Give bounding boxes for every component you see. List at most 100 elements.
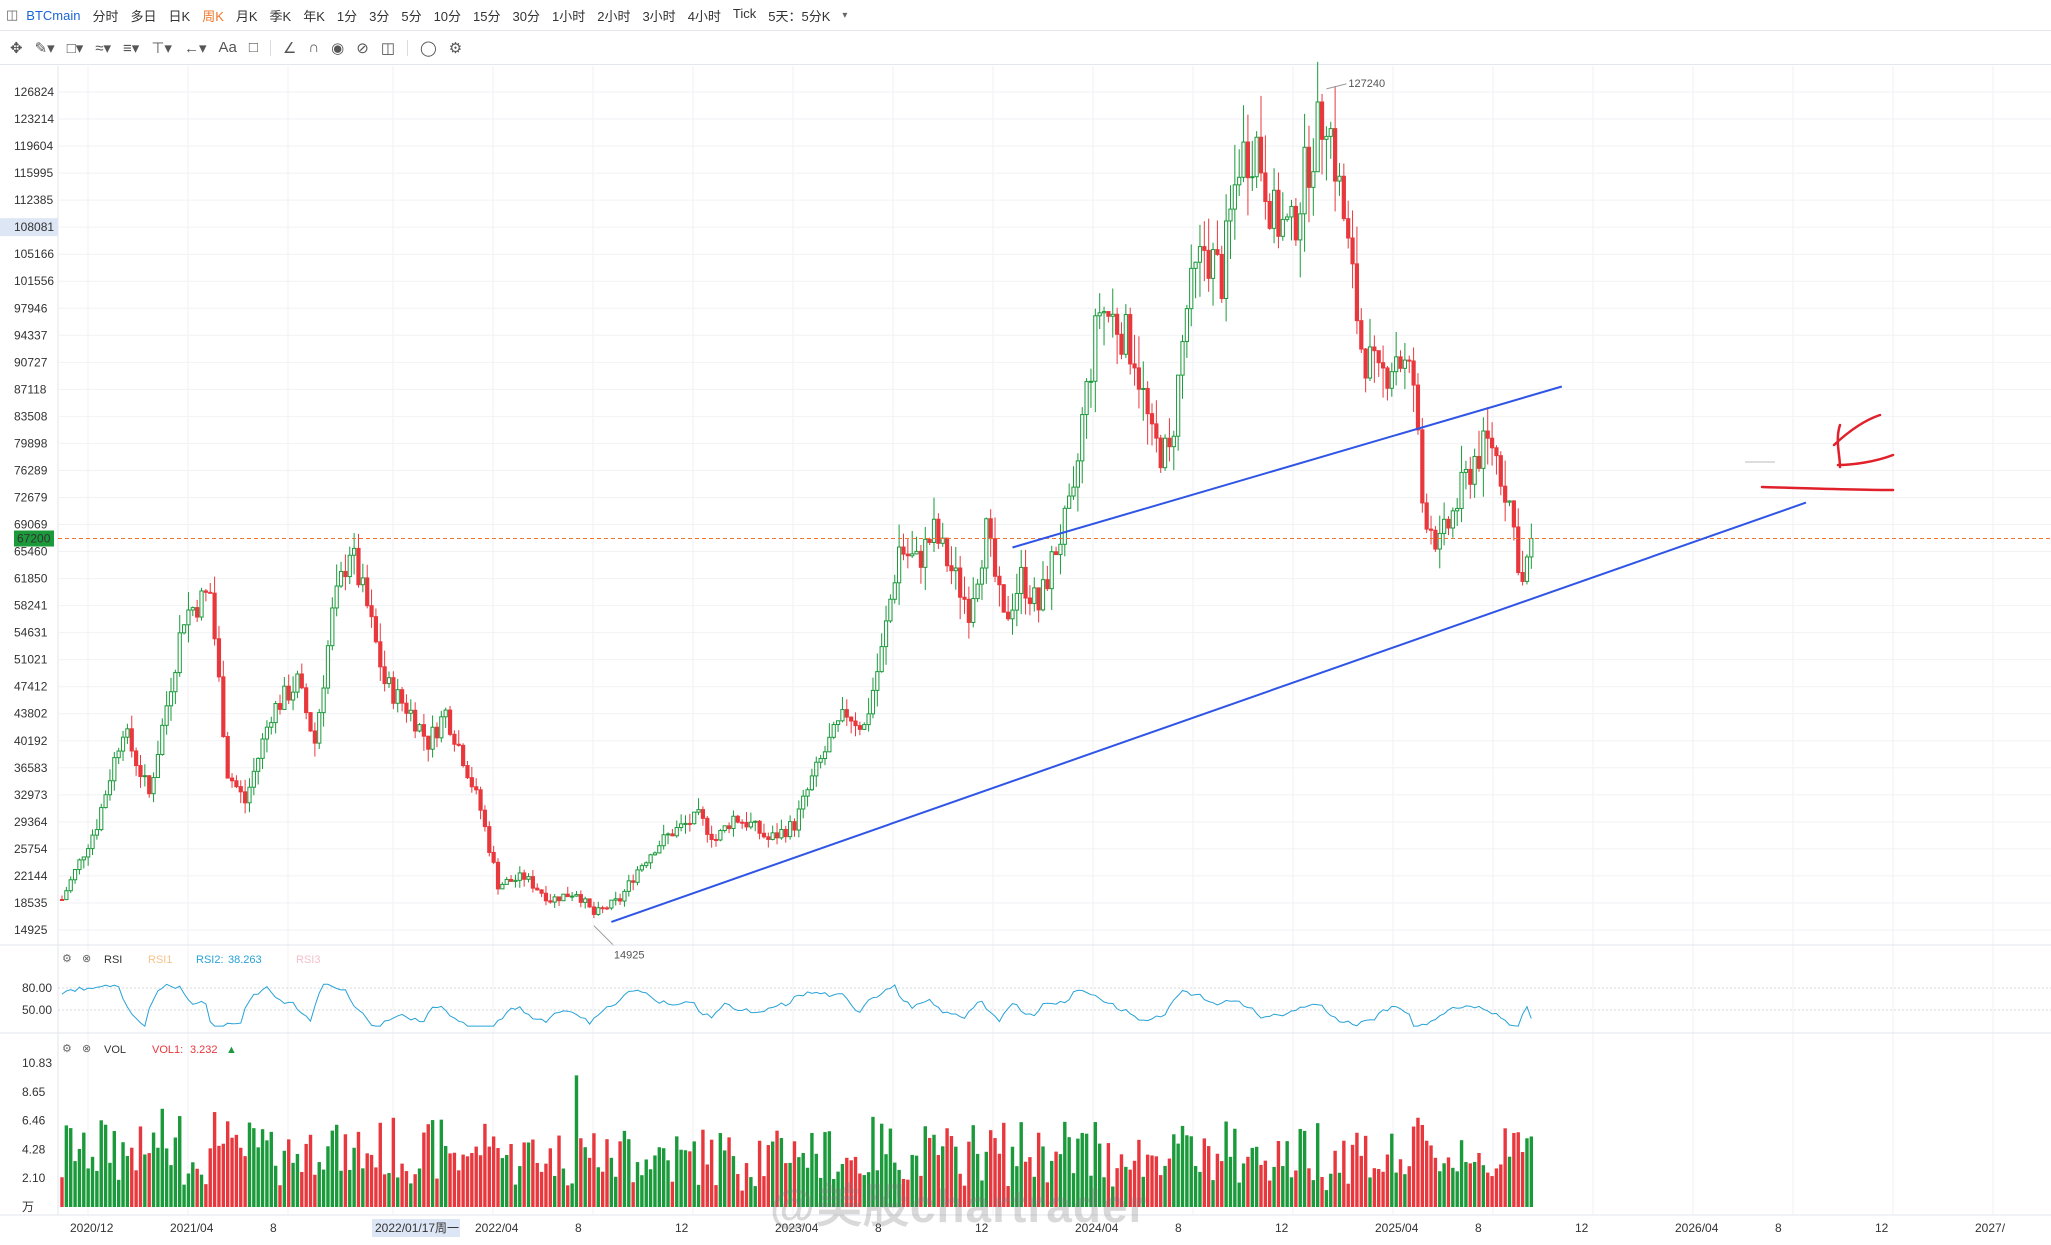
lock-icon[interactable]: ⊘: [356, 39, 369, 57]
candle-body: [971, 598, 976, 623]
hide-icon[interactable]: ◯: [420, 39, 437, 57]
vol-tick-label: 10.83: [22, 1056, 52, 1070]
vol1-label: VOL1:: [152, 1044, 183, 1056]
volume-bar: [230, 1137, 234, 1207]
volume-bar: [1228, 1156, 1233, 1207]
period-item[interactable]: 1小时: [551, 8, 586, 24]
candle-body: [966, 598, 971, 623]
candle-body: [757, 820, 762, 834]
candle-body: [469, 777, 474, 788]
period-item[interactable]: 2小时: [597, 8, 631, 24]
layout-icon[interactable]: ◫: [6, 7, 19, 22]
candle-body: [269, 722, 274, 728]
volume-bar: [692, 1141, 696, 1207]
volume-bar: [723, 1150, 727, 1207]
period-item[interactable]: 3小时: [642, 8, 676, 24]
pen-icon[interactable]: ✎▾: [34, 39, 55, 57]
volume-bar: [73, 1161, 77, 1207]
candle-body: [1415, 384, 1421, 431]
volume-bar: [1333, 1150, 1337, 1207]
candle-body: [583, 898, 588, 903]
trash-icon[interactable]: ◫: [380, 39, 395, 57]
volume-bar: [1246, 1156, 1250, 1207]
volume-bar: [199, 1174, 204, 1207]
arrow-icon[interactable]: ←▾: [183, 39, 207, 57]
candle-body: [944, 537, 950, 567]
rsi2-label: RSI2:: [196, 954, 224, 966]
volume-bar: [570, 1183, 574, 1207]
rectangle-icon[interactable]: □▾: [66, 39, 84, 57]
volume-bar: [557, 1135, 561, 1207]
chevron-down-icon[interactable]: ▾: [842, 9, 848, 21]
volume-bar: [500, 1158, 505, 1207]
volume-bar: [1102, 1177, 1106, 1207]
text-icon[interactable]: Aa: [218, 39, 237, 56]
candle-body: [1058, 543, 1063, 556]
magnet-icon[interactable]: ∩: [308, 39, 320, 56]
candle-body: [1280, 218, 1285, 237]
period-item[interactable]: 5天：5分K: [768, 8, 831, 24]
period-item[interactable]: 5分: [401, 8, 422, 24]
period-item[interactable]: 季K: [269, 8, 292, 24]
period-item[interactable]: 年K: [303, 8, 325, 24]
measure-icon[interactable]: ⊤▾: [151, 39, 172, 57]
time-tick-label: 12: [1875, 1221, 1889, 1235]
volume-bar: [644, 1159, 648, 1207]
volume-bar: [1180, 1125, 1185, 1207]
period-item[interactable]: 多日: [130, 8, 157, 24]
volume-bar: [352, 1147, 356, 1207]
candle-body: [1001, 584, 1006, 613]
candle-body: [1219, 253, 1224, 299]
period-item[interactable]: 1分: [336, 8, 358, 24]
volume-bar: [561, 1168, 566, 1207]
volume-bar: [443, 1146, 448, 1207]
vol-panel-name: VOL: [104, 1044, 126, 1056]
eraser-icon[interactable]: ∠: [282, 39, 297, 57]
volume-bar: [151, 1132, 156, 1207]
candle-body: [465, 765, 470, 779]
volume-bar: [1141, 1176, 1145, 1207]
volume-bar: [1355, 1132, 1359, 1207]
candle-body: [1176, 374, 1181, 437]
period-item[interactable]: 周K: [202, 8, 224, 24]
volume-bar: [1529, 1136, 1534, 1207]
volume-bar: [121, 1142, 125, 1207]
fib-icon[interactable]: ≡▾: [123, 39, 140, 57]
candle-body: [1498, 455, 1503, 487]
candle-body: [626, 880, 631, 892]
symbol-label[interactable]: BTCmain: [26, 7, 81, 23]
volume-bar: [413, 1174, 417, 1207]
period-item[interactable]: 月K: [235, 8, 258, 24]
period-item[interactable]: 10分: [433, 8, 462, 24]
period-item[interactable]: 30分: [512, 8, 540, 24]
candle-body: [1158, 437, 1163, 469]
candle-body: [1106, 311, 1111, 317]
eye-icon[interactable]: ◉: [331, 39, 345, 57]
candle-body: [770, 832, 775, 840]
volume-bar: [1128, 1169, 1132, 1207]
volume-bar: [823, 1132, 827, 1207]
period-item[interactable]: 15分: [473, 8, 501, 24]
note-icon[interactable]: □: [248, 39, 258, 56]
period-item[interactable]: 4小时: [687, 8, 721, 24]
settings-icon[interactable]: ⚙: [448, 39, 463, 57]
volume-bar: [134, 1170, 138, 1207]
volume-bar: [330, 1130, 335, 1207]
volume-bar: [378, 1122, 382, 1207]
candle-body: [487, 826, 492, 853]
volume-bar: [1433, 1157, 1438, 1207]
volume-bar: [465, 1156, 470, 1207]
period-item[interactable]: 日K: [168, 8, 191, 24]
move-icon[interactable]: ✥: [10, 39, 23, 57]
volume-bar: [736, 1174, 740, 1207]
period-item[interactable]: 分时: [92, 8, 119, 24]
period-item[interactable]: 3分: [369, 8, 390, 24]
volume-bar: [1516, 1132, 1520, 1207]
pattern-icon[interactable]: ≈▾: [95, 39, 112, 57]
volume-bar: [308, 1134, 313, 1207]
candle-body: [735, 815, 740, 823]
time-tick-label: 2023/04: [775, 1221, 819, 1235]
candle-body: [1093, 315, 1098, 382]
period-item[interactable]: Tick: [732, 5, 757, 21]
